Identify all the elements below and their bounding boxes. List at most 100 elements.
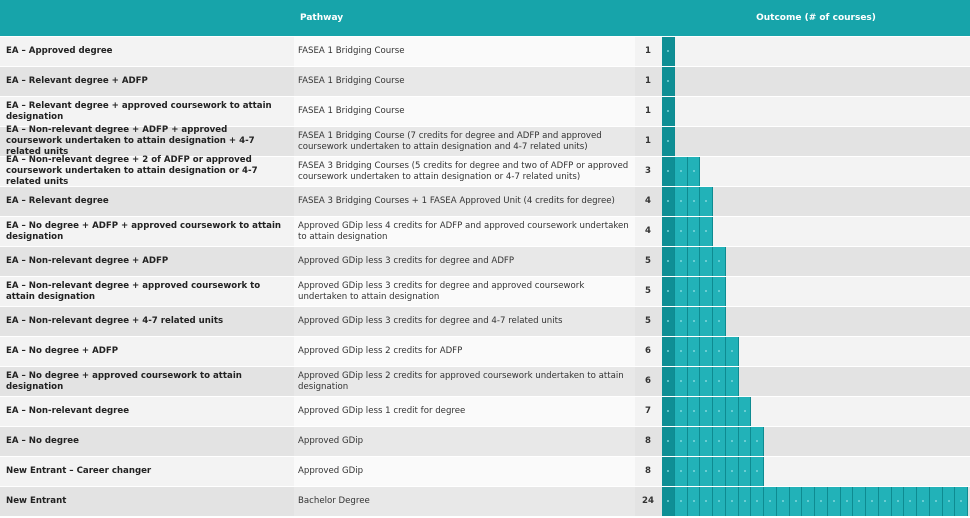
pathway-header: Pathway bbox=[300, 13, 344, 23]
course-block bbox=[713, 337, 726, 366]
course-block bbox=[662, 37, 675, 66]
count-cell: 1 bbox=[645, 46, 651, 56]
pathway-cell: FASEA 1 Bridging Course (7 credits for d… bbox=[294, 127, 635, 156]
course-block bbox=[674, 397, 688, 426]
course-block bbox=[662, 217, 675, 246]
course-block bbox=[687, 217, 701, 246]
count-cell: 24 bbox=[642, 496, 654, 506]
course-block bbox=[687, 187, 701, 216]
course-block bbox=[713, 367, 726, 396]
course-block bbox=[700, 337, 713, 366]
course-block bbox=[700, 277, 713, 306]
count-cell: 8 bbox=[645, 466, 651, 476]
course-block bbox=[725, 427, 739, 456]
course-block bbox=[700, 247, 713, 276]
course-block bbox=[904, 487, 917, 516]
course-block bbox=[700, 427, 713, 456]
course-block bbox=[687, 367, 701, 396]
course-block bbox=[738, 457, 752, 486]
course-block bbox=[713, 457, 726, 486]
count-cell: 8 bbox=[645, 436, 651, 446]
outcome-bar bbox=[662, 37, 675, 66]
course-block bbox=[687, 427, 701, 456]
course-block bbox=[725, 457, 739, 486]
course-block bbox=[662, 397, 675, 426]
course-block bbox=[674, 307, 688, 336]
course-block bbox=[662, 247, 675, 276]
entry-cell: EA – No degree + approved coursework to … bbox=[6, 370, 242, 392]
entry-cell: EA – Non-relevant degree + 4-7 related u… bbox=[6, 316, 224, 326]
entry-cell: EA – Approved degree bbox=[6, 46, 113, 56]
pathway-cell: Approved GDip bbox=[294, 457, 635, 486]
course-block bbox=[878, 487, 892, 516]
entry-cell: EA – No degree + ADFP bbox=[6, 346, 119, 356]
course-block bbox=[674, 247, 688, 276]
course-block bbox=[674, 187, 688, 216]
pathway-cell: Approved GDip less 2 credits for approve… bbox=[294, 367, 635, 396]
course-block bbox=[789, 487, 803, 516]
course-block bbox=[929, 487, 943, 516]
outcome-bar bbox=[662, 487, 968, 516]
outcome-header: Outcome (# of courses) bbox=[756, 13, 876, 23]
course-block bbox=[674, 157, 688, 186]
outcome-bar bbox=[662, 97, 675, 126]
course-block bbox=[700, 457, 713, 486]
course-block bbox=[802, 487, 815, 516]
count-cell: 4 bbox=[645, 196, 651, 206]
table-row: EA – Non-relevant degree + approved cour… bbox=[0, 277, 970, 306]
outcome-bar bbox=[662, 277, 726, 306]
outcome-bar bbox=[662, 67, 675, 96]
table-row: EA – No degree + ADFP + approved coursew… bbox=[0, 217, 970, 246]
entry-cell: EA – Non-relevant degree + ADFP bbox=[6, 256, 169, 266]
pathway-cell: FASEA 3 Bridging Courses + 1 FASEA Appro… bbox=[294, 187, 635, 216]
outcome-bar bbox=[662, 127, 675, 156]
table-row: EA – No degree + ADFP Approved GDip less … bbox=[0, 337, 970, 366]
table-row: EA – Approved degree FASEA 1 Bridging Cou… bbox=[0, 37, 970, 66]
pathway-cell: Bachelor Degree bbox=[294, 487, 635, 516]
entry-cell: EA – Non-relevant degree bbox=[6, 406, 130, 416]
course-block bbox=[674, 367, 688, 396]
pathway-cell: Approved GDip less 3 credits for degree … bbox=[294, 307, 635, 336]
course-block bbox=[853, 487, 866, 516]
entry-cell: EA – Relevant degree bbox=[6, 196, 109, 206]
table-row: EA – Non-relevant degree + ADFP Approved … bbox=[0, 247, 970, 276]
course-block bbox=[662, 367, 675, 396]
course-block bbox=[764, 487, 777, 516]
course-block bbox=[725, 397, 739, 426]
count-cell: 4 bbox=[645, 226, 651, 236]
count-cell: 6 bbox=[645, 376, 651, 386]
outcome-bar bbox=[662, 187, 713, 216]
course-block bbox=[662, 487, 675, 516]
count-cell: 1 bbox=[645, 106, 651, 116]
course-block bbox=[725, 367, 739, 396]
course-block bbox=[725, 337, 739, 366]
course-block bbox=[687, 487, 701, 516]
course-block bbox=[700, 367, 713, 396]
pathway-cell: FASEA 1 Bridging Course bbox=[294, 97, 635, 126]
count-cell: 5 bbox=[645, 256, 651, 266]
pathway-cell: FASEA 3 Bridging Courses (5 credits for … bbox=[294, 157, 635, 186]
course-block bbox=[674, 217, 688, 246]
entry-cell: EA – No degree bbox=[6, 436, 79, 446]
count-cell: 3 bbox=[645, 166, 651, 176]
course-block bbox=[687, 277, 701, 306]
course-block bbox=[738, 397, 752, 426]
course-block bbox=[725, 487, 739, 516]
course-block bbox=[687, 157, 701, 186]
entry-cell: EA – Non-relevant degree + 2 of ADFP or … bbox=[6, 155, 258, 187]
course-block bbox=[687, 337, 701, 366]
course-block bbox=[674, 487, 688, 516]
course-block bbox=[891, 487, 905, 516]
entry-cell: EA – Non-relevant degree + approved cour… bbox=[6, 280, 261, 302]
course-block bbox=[687, 247, 701, 276]
outcome-bar bbox=[662, 157, 701, 186]
course-block bbox=[700, 397, 713, 426]
pathway-cell: Approved GDip bbox=[294, 427, 635, 456]
pathway-cell: Approved GDip less 3 credits for degree … bbox=[294, 277, 635, 306]
course-block bbox=[713, 397, 726, 426]
table-row: EA – Non-relevant degree + 2 of ADFP or … bbox=[0, 155, 970, 187]
course-block bbox=[662, 157, 675, 186]
course-block bbox=[662, 187, 675, 216]
outcome-bar bbox=[662, 337, 739, 366]
